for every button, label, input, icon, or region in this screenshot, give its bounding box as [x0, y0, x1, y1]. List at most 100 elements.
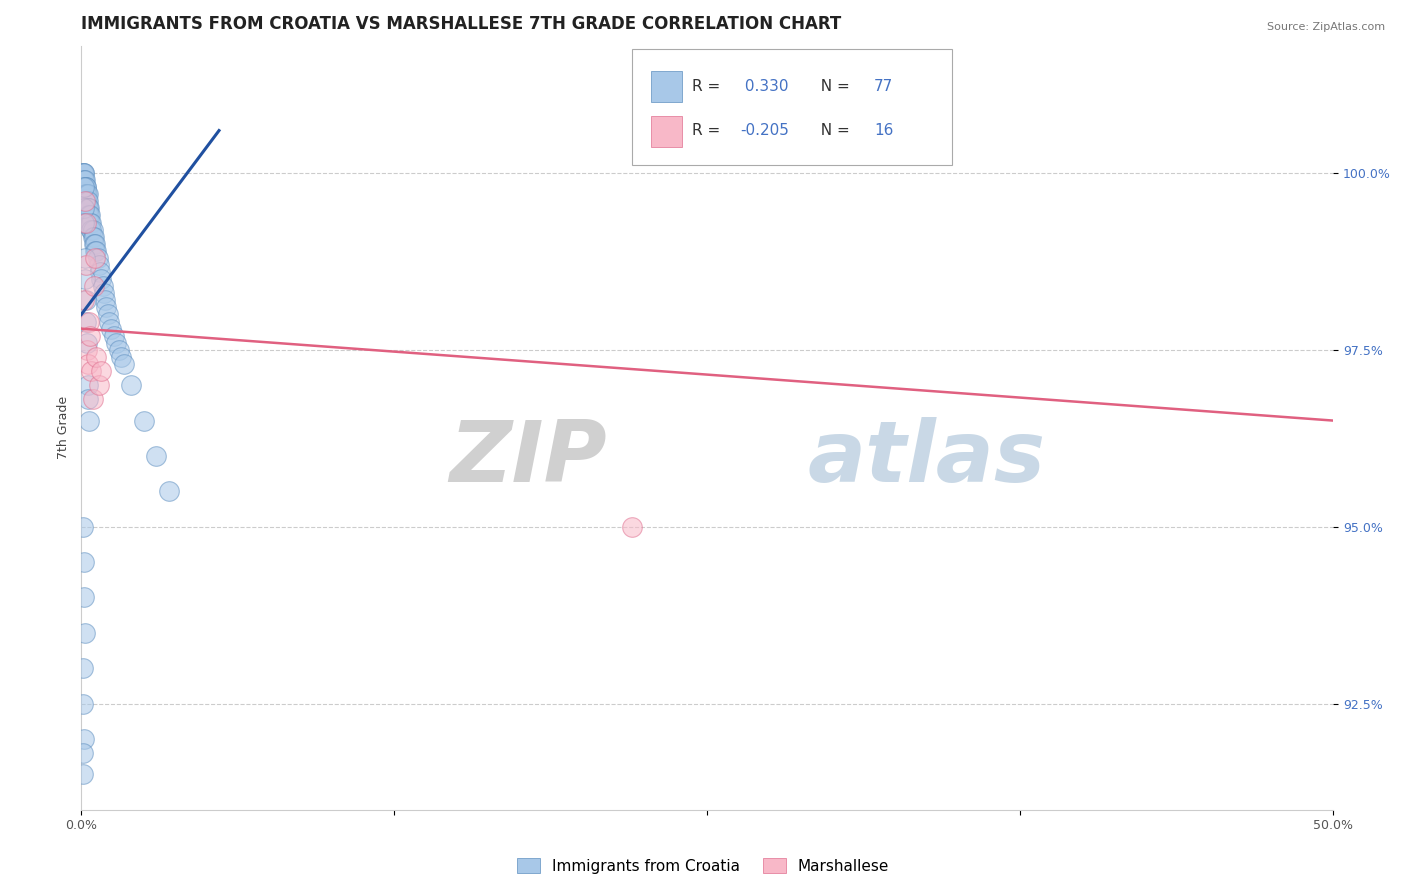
Point [73, 166, 96, 180]
Point [77, 209, 100, 223]
Point [80, 222, 103, 236]
Point [73, 625, 96, 640]
Point [76, 194, 98, 209]
Point [83, 279, 105, 293]
Point [97, 314, 120, 328]
Point [77, 314, 100, 328]
Point [73, 202, 96, 216]
Point [82, 229, 104, 244]
Point [79, 328, 101, 343]
Point [110, 350, 132, 364]
Point [96, 301, 118, 315]
Point [75, 187, 97, 202]
Text: IMMIGRANTS FROM CROATIA VS MARSHALLESE 7TH GRADE CORRELATION CHART: IMMIGRANTS FROM CROATIA VS MARSHALLESE 7… [82, 15, 842, 33]
Point [75, 180, 97, 194]
Point [76, 187, 98, 202]
Text: N =: N = [811, 123, 855, 138]
Point [73, 591, 96, 605]
Point [82, 222, 104, 236]
Text: 77: 77 [875, 78, 893, 94]
Point [72, 166, 94, 180]
Text: ZIP: ZIP [450, 417, 607, 500]
Point [77, 414, 100, 428]
Point [72, 697, 94, 711]
Point [72, 519, 94, 533]
Point [83, 236, 105, 251]
Point [79, 215, 101, 229]
Point [75, 258, 97, 272]
Point [76, 357, 98, 371]
Point [73, 166, 96, 180]
Point [75, 293, 97, 308]
Legend: Immigrants from Croatia, Marshallese: Immigrants from Croatia, Marshallese [510, 852, 896, 880]
Point [76, 335, 98, 350]
Y-axis label: 7th Grade: 7th Grade [58, 396, 70, 459]
Point [73, 251, 96, 265]
Point [73, 194, 96, 209]
Point [120, 378, 142, 392]
Text: Source: ZipAtlas.com: Source: ZipAtlas.com [1267, 22, 1385, 32]
Text: 0.330: 0.330 [740, 78, 789, 94]
Point [86, 251, 108, 265]
Point [77, 202, 100, 216]
Point [100, 321, 122, 335]
Text: R =: R = [692, 123, 725, 138]
Text: atlas: atlas [807, 417, 1046, 500]
Point [84, 244, 107, 258]
Bar [651, 116, 682, 147]
Point [108, 343, 131, 357]
Point [73, 555, 96, 569]
Point [80, 215, 103, 229]
Point [79, 209, 101, 223]
Point [77, 202, 100, 216]
Point [73, 187, 96, 202]
Point [80, 364, 103, 378]
Point [72, 767, 94, 781]
Bar [651, 71, 682, 103]
Point [90, 272, 112, 286]
Point [72, 746, 94, 760]
Point [132, 414, 155, 428]
Point [86, 244, 108, 258]
Point [76, 202, 98, 216]
Point [86, 350, 108, 364]
Point [145, 449, 167, 463]
Point [73, 180, 96, 194]
Point [73, 180, 96, 194]
Point [73, 731, 96, 746]
Point [73, 215, 96, 229]
Point [157, 484, 180, 499]
Point [91, 279, 114, 293]
Point [73, 194, 96, 209]
Point [105, 335, 128, 350]
Point [93, 286, 115, 301]
Point [77, 392, 100, 407]
FancyBboxPatch shape [633, 49, 952, 165]
Point [76, 187, 98, 202]
Point [73, 272, 96, 286]
Point [75, 194, 97, 209]
Point [72, 166, 94, 180]
Point [73, 173, 96, 187]
Point [621, 519, 644, 533]
Point [103, 328, 125, 343]
Point [73, 180, 96, 194]
Point [75, 187, 97, 202]
Text: -0.205: -0.205 [740, 123, 789, 138]
Point [77, 209, 100, 223]
Text: N =: N = [811, 78, 855, 94]
Point [82, 392, 104, 407]
Point [73, 293, 96, 308]
Point [75, 215, 97, 229]
Point [112, 357, 135, 371]
Point [94, 293, 117, 308]
Point [97, 308, 120, 322]
Point [76, 194, 98, 209]
Point [87, 378, 110, 392]
Text: 16: 16 [875, 123, 893, 138]
Point [83, 229, 105, 244]
Point [87, 258, 110, 272]
Point [75, 180, 97, 194]
Point [75, 314, 97, 328]
Point [84, 251, 107, 265]
